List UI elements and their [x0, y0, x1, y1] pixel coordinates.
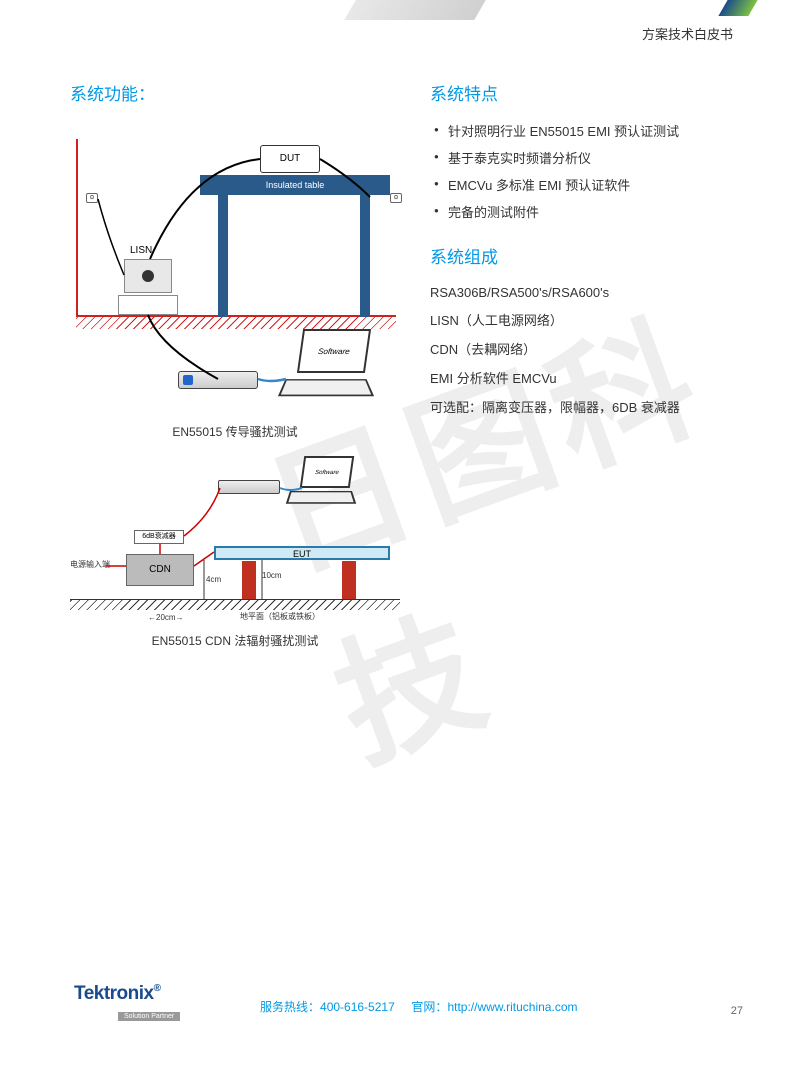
lisn-box: [124, 259, 172, 293]
page-number: 27: [731, 1005, 743, 1017]
stand: [242, 561, 256, 599]
main-content: 系统功能： Insulated table DUT LISN ⊙ ⊙ Softw…: [70, 80, 743, 665]
spectrum-analyzer: [178, 371, 258, 389]
ground-hatch: [76, 317, 396, 329]
feature-item: 针对照明行业 EN55015 EMI 预认证测试: [430, 117, 743, 144]
header-doc-type: 方案技术白皮书: [642, 24, 733, 43]
hotline-label: 服务热线：: [260, 1000, 320, 1014]
laptop-base: [286, 491, 356, 504]
diagram-conducted: Insulated table DUT LISN ⊙ ⊙ Software: [70, 117, 400, 417]
logo-text: Tektronix®: [74, 983, 180, 1005]
tektronix-logo: Tektronix® Solution Partner: [74, 983, 180, 1023]
header-stripe: [344, 0, 486, 20]
site-label: 官网：: [411, 1000, 447, 1014]
spectrum-analyzer-2: [218, 480, 280, 494]
page-footer: Tektronix® Solution Partner 服务热线：400-616…: [0, 977, 793, 1037]
feature-item: EMCVu 多标准 EMI 预认证软件: [430, 171, 743, 198]
left-column: 系统功能： Insulated table DUT LISN ⊙ ⊙ Softw…: [70, 80, 400, 665]
comp-item: EMI 分析软件 EMCVu: [430, 363, 743, 392]
comp-item: 可选配：隔离变压器，限幅器，6DB 衰减器: [430, 392, 743, 421]
comp-item: CDN（去耦网络）: [430, 334, 743, 363]
dist-20cm: ←20cm→: [148, 613, 184, 622]
diagram2-caption: EN55015 CDN 法辐射骚扰测试: [70, 632, 400, 649]
function-title: 系统功能：: [70, 80, 400, 105]
composition-list: RSA306B/RSA500's/RSA600's LISN（人工电源网络） C…: [430, 280, 743, 421]
hotline-number: 400-616-5217: [320, 1000, 395, 1014]
dist-4cm: 4cm: [206, 575, 221, 584]
insulated-table: Insulated table: [200, 175, 390, 195]
header-accent: [718, 0, 757, 16]
laptop-2: Software: [288, 456, 360, 506]
stand: [342, 561, 356, 599]
dut-box: DUT: [260, 145, 320, 173]
right-column: 系统特点 针对照明行业 EN55015 EMI 预认证测试 基于泰克实时频谱分析…: [430, 80, 743, 665]
comp-item: RSA306B/RSA500's/RSA600's: [430, 280, 743, 305]
table-leg: [360, 195, 370, 317]
attenuator-box: 6dB衰减器: [134, 530, 184, 544]
power-input-label: 电源输入端: [70, 559, 110, 570]
laptop-screen: Software: [300, 456, 354, 488]
feature-item: 基于泰克实时频谱分析仪: [430, 144, 743, 171]
diagram-radiated: CDN 6dB衰减器 EUT 电源输入端 4cm 10cm ←20cm→ 地平面…: [70, 456, 400, 626]
lisn-label: LISN: [130, 245, 152, 256]
eut-bar: EUT: [214, 546, 390, 560]
diagram1-caption: EN55015 传导骚扰测试: [70, 423, 400, 440]
ground-plane-label: 地平面（铝板或铁板）: [240, 611, 320, 622]
outlet-icon: ⊙: [390, 193, 402, 203]
cdn-box: CDN: [126, 554, 194, 586]
table-leg: [218, 195, 228, 317]
composition-title: 系统组成: [430, 243, 743, 268]
d2-hatch: [70, 600, 400, 610]
footer-contact: 服务热线：400-616-5217 官网：http://www.rituchin…: [260, 998, 578, 1015]
outlet-icon: ⊙: [86, 193, 98, 203]
dist-10cm: 10cm: [262, 571, 282, 580]
features-list: 针对照明行业 EN55015 EMI 预认证测试 基于泰克实时频谱分析仪 EMC…: [430, 117, 743, 225]
logo-subtitle: Solution Partner: [118, 1012, 180, 1021]
feature-item: 完备的测试附件: [430, 198, 743, 225]
laptop: Software: [282, 329, 377, 399]
features-title: 系统特点: [430, 80, 743, 105]
vertical-axis: [76, 139, 78, 317]
site-link[interactable]: http://www.rituchina.com: [447, 1000, 577, 1014]
laptop-screen: Software: [297, 329, 371, 373]
lisn-inner: [118, 295, 178, 315]
laptop-base: [278, 379, 374, 396]
comp-item: LISN（人工电源网络）: [430, 305, 743, 334]
page-header: 方案技术白皮书: [0, 0, 793, 50]
